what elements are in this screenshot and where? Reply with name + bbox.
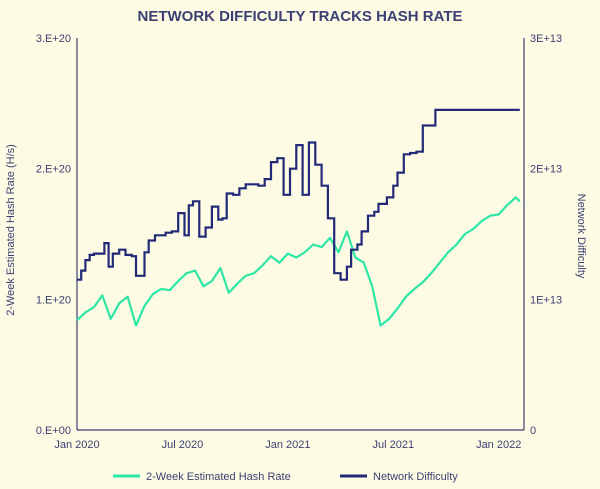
y-left-tick-label: 2.E+20: [36, 164, 71, 176]
series-network-difficulty-line: [77, 108, 520, 281]
x-tick-label: Jul 2021: [372, 439, 414, 451]
y-axis-left-ticks: 0.E+00 1.E+20 2.E+20 3.E+20: [36, 33, 71, 437]
y-axis-left-label: 2-Week Estimated Hash Rate (H/s): [5, 144, 17, 316]
y-axis-right-ticks: 0 1E+13 2E+13 3E+13: [530, 33, 562, 437]
x-tick-label: Jan 2021: [265, 439, 310, 451]
y-left-tick-label: 3.E+20: [36, 33, 71, 45]
legend-label-difficulty: Network Difficulty: [373, 471, 458, 483]
chart-title: NETWORK DIFFICULTY TRACKS HASH RATE: [138, 8, 463, 25]
y-axis-right-label: Network Difficulty: [575, 194, 587, 279]
x-axis-ticks: Jan 2020 Jul 2020 Jan 2021 Jul 2021 Jan 2022: [54, 439, 521, 451]
y-left-tick-label: 1.E+20: [36, 294, 71, 306]
legend-label-hash-rate: 2-Week Estimated Hash Rate: [146, 471, 291, 483]
y-right-tick-label: 2E+13: [530, 164, 562, 176]
y-right-tick-label: 1E+13: [530, 294, 562, 306]
x-tick-label: Jan 2020: [54, 439, 99, 451]
x-tick-label: Jul 2020: [162, 439, 204, 451]
y-right-tick-label: 3E+13: [530, 33, 562, 45]
y-right-tick-label: 0: [530, 425, 536, 437]
y-left-tick-label: 0.E+00: [36, 425, 71, 437]
legend: 2-Week Estimated Hash Rate Network Diffi…: [113, 471, 458, 483]
series-hash-rate-line: [76, 196, 521, 327]
x-tick-label: Jan 2022: [476, 439, 521, 451]
